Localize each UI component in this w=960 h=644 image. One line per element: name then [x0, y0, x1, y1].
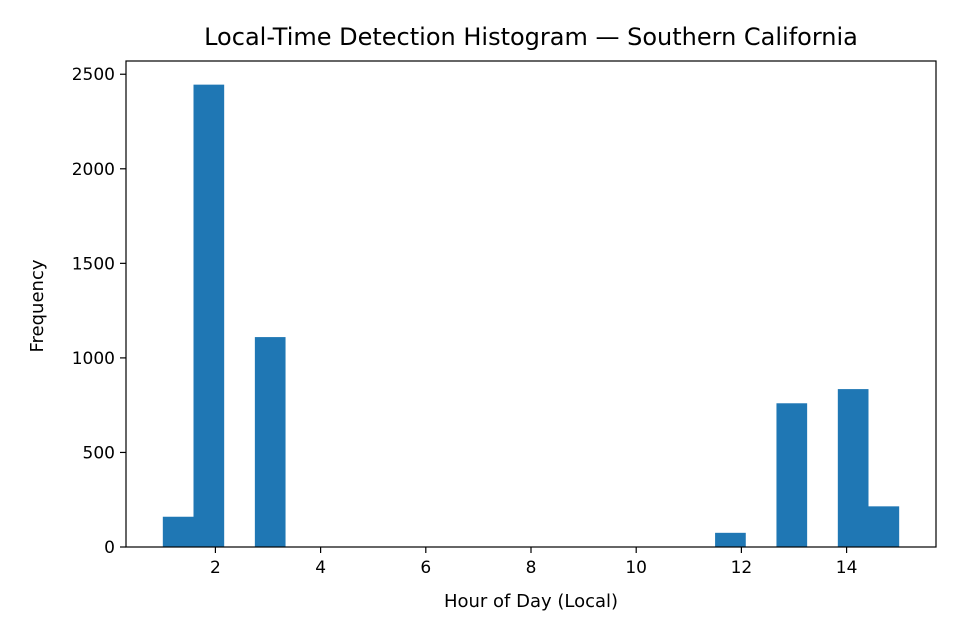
y-tick-label: 1000 — [72, 349, 115, 369]
chart-title: Local-Time Detection Histogram — Souther… — [204, 23, 858, 51]
y-axis-ticks: 0 500 1000 1500 2000 2500 — [72, 65, 126, 558]
x-tick-label: 12 — [731, 558, 753, 578]
bars-group — [162, 84, 900, 547]
y-axis-label: Frequency — [27, 259, 48, 352]
y-tick-label: 0 — [104, 538, 115, 558]
histogram-bar-2 — [254, 337, 286, 547]
plot-frame — [125, 60, 937, 548]
histogram-bar-4 — [776, 403, 808, 547]
y-tick-label: 2500 — [72, 65, 115, 85]
x-axis-label: Hour of Day (Local) — [444, 591, 618, 612]
histogram-bar-5 — [837, 389, 869, 547]
histogram-bar-3 — [715, 532, 746, 547]
y-tick-label: 2000 — [72, 160, 115, 180]
histogram-bar-1 — [193, 84, 225, 547]
x-tick-label: 2 — [210, 558, 221, 578]
y-tick-label: 1500 — [72, 254, 115, 274]
x-tick-label: 6 — [420, 558, 431, 578]
x-tick-label: 10 — [625, 558, 647, 578]
x-tick-label: 14 — [836, 558, 858, 578]
y-tick-label: 500 — [83, 443, 115, 463]
histogram-bar-0 — [162, 516, 194, 547]
x-axis-ticks: 2 4 6 8 10 12 14 — [210, 547, 857, 578]
x-tick-label: 4 — [315, 558, 326, 578]
histogram-bar-6 — [868, 506, 900, 547]
x-tick-label: 8 — [526, 558, 537, 578]
